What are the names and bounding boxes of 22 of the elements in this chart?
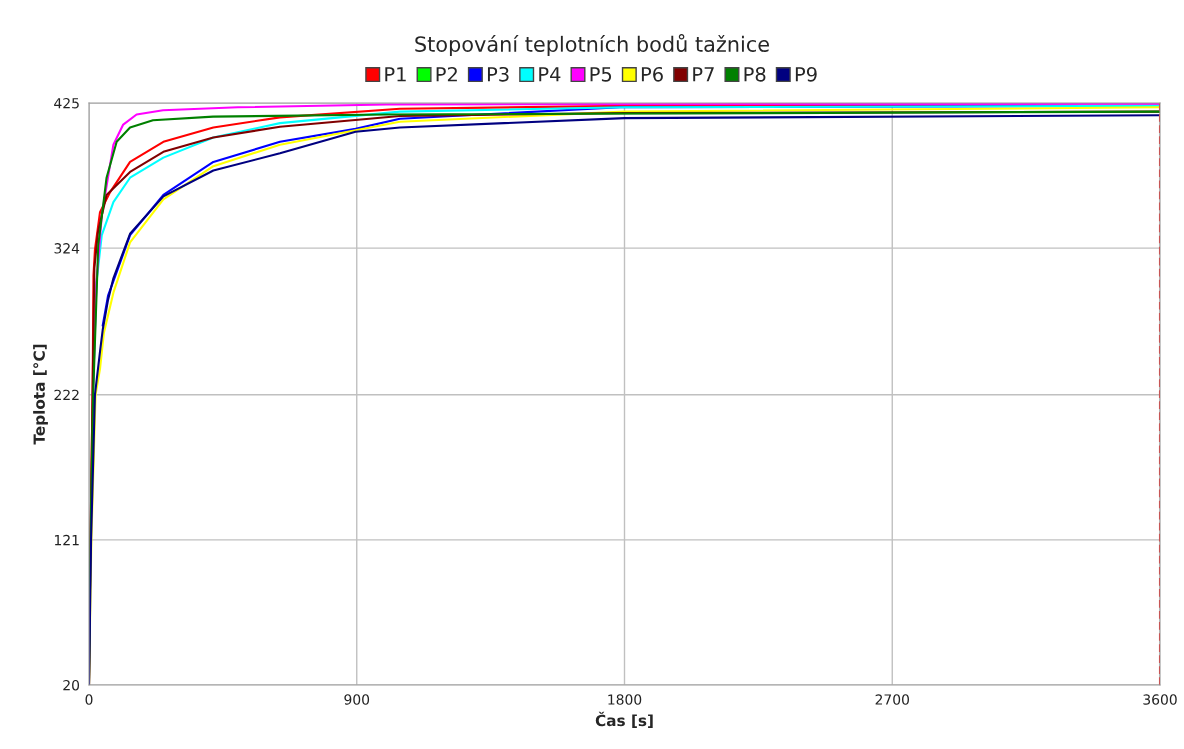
y-tick-label: 222: [54, 389, 79, 400]
legend-label: P3: [487, 66, 509, 82]
legend-label: P4: [539, 67, 561, 82]
legend-label: P9: [795, 66, 817, 82]
legend-label: P6: [641, 66, 663, 82]
y-tick-label: 324: [54, 243, 80, 254]
y-tick-label: 20: [63, 679, 80, 691]
chart-title: Stopování teplotních bodů tažnice: [415, 34, 769, 56]
x-axis-title: Čas [s]: [595, 711, 653, 729]
x-tick-label: 0: [85, 694, 93, 705]
y-tick-label: 425: [54, 97, 79, 109]
legend-label: P2: [436, 66, 457, 82]
x-tick-label: 3600: [1143, 694, 1177, 705]
legend-label: P8: [744, 66, 766, 82]
x-tick-label: 2700: [875, 694, 909, 705]
legend-label: P1: [385, 67, 406, 82]
y-tick-label: 121: [54, 534, 79, 546]
y-axis-title: Teplota [°C]: [33, 344, 48, 445]
legend-label: P5: [590, 67, 612, 82]
x-tick-label: 1800: [608, 694, 642, 705]
x-tick-label: 900: [344, 694, 370, 705]
legend-label: P7: [693, 67, 714, 82]
